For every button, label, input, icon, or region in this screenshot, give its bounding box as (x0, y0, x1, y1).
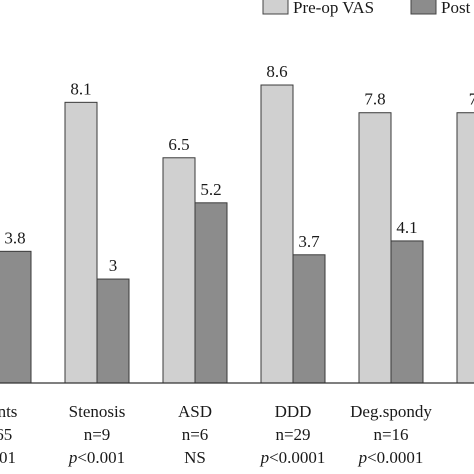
value-label-post-op-ddd: 3.7 (298, 232, 320, 251)
value-label-post-op-asd: 5.2 (200, 180, 221, 199)
category-label-patients: tients (0, 402, 17, 421)
value-label-pre-op-asd: 6.5 (168, 135, 189, 154)
legend-swatch-post-op (410, 0, 437, 15)
category-p-deg-spondy: p<0.0001 (358, 448, 424, 467)
bar-pre-op-asd (162, 157, 196, 384)
category-n-stenosis: n=9 (84, 425, 111, 444)
value-label-pre-op-deg-spondy: 7.8 (364, 90, 385, 109)
bars-group (0, 84, 474, 384)
category-p-ddd: p<0.0001 (260, 448, 326, 467)
category-n-asd: n=6 (182, 425, 209, 444)
category-p-asd: NS (184, 448, 206, 467)
legend-label-post-op: Post (441, 0, 471, 17)
category-n-ddd: n=29 (275, 425, 310, 444)
bar-pre-op-ddd (260, 84, 294, 384)
category-n-patients: =65 (0, 425, 12, 444)
legend-swatch-pre-op (262, 0, 289, 15)
legend: Pre-op VAS Post (262, 0, 471, 17)
category-label-asd: ASD (178, 402, 212, 421)
category-n-deg-spondy: n=16 (373, 425, 408, 444)
category-p-patients: 0001 (0, 448, 16, 467)
category-label-ddd: DDD (275, 402, 312, 421)
category-label-stenosis: Stenosis (69, 402, 126, 421)
value-label-post-op-patients: 3.8 (4, 228, 25, 247)
bar-post-op-patients (0, 250, 32, 384)
bar-pre-op-stenosis (64, 101, 98, 384)
bar-post-op-deg-spondy (390, 240, 424, 384)
legend-label-pre-op: Pre-op VAS (293, 0, 374, 17)
value-labels-group: 3.8 8.1 3 6.5 5.2 8.6 3.7 7.8 4.1 7 (4, 62, 474, 275)
value-label-post-op-deg-spondy: 4.1 (396, 218, 417, 237)
bar-post-op-asd (194, 202, 228, 384)
bar-pre-op-deg-spondy (358, 112, 392, 384)
category-labels-group: tients =65 0001 Stenosis n=9 p<0.001 ASD n=6 NS D… (0, 402, 432, 467)
value-label-pre-op-ddd: 8.6 (266, 62, 287, 81)
category-p-stenosis: p<0.001 (68, 448, 125, 467)
value-label-post-op-stenosis: 3 (109, 256, 118, 275)
category-label-deg-spondy: Deg.spondy (350, 402, 432, 421)
bar-post-op-ddd (292, 254, 326, 384)
value-label-pre-op-stenosis: 8.1 (70, 79, 91, 98)
bar-pre-op-sc (456, 112, 474, 384)
value-label-pre-op-sc: 7 (469, 90, 474, 109)
bar-post-op-stenosis (96, 278, 130, 384)
